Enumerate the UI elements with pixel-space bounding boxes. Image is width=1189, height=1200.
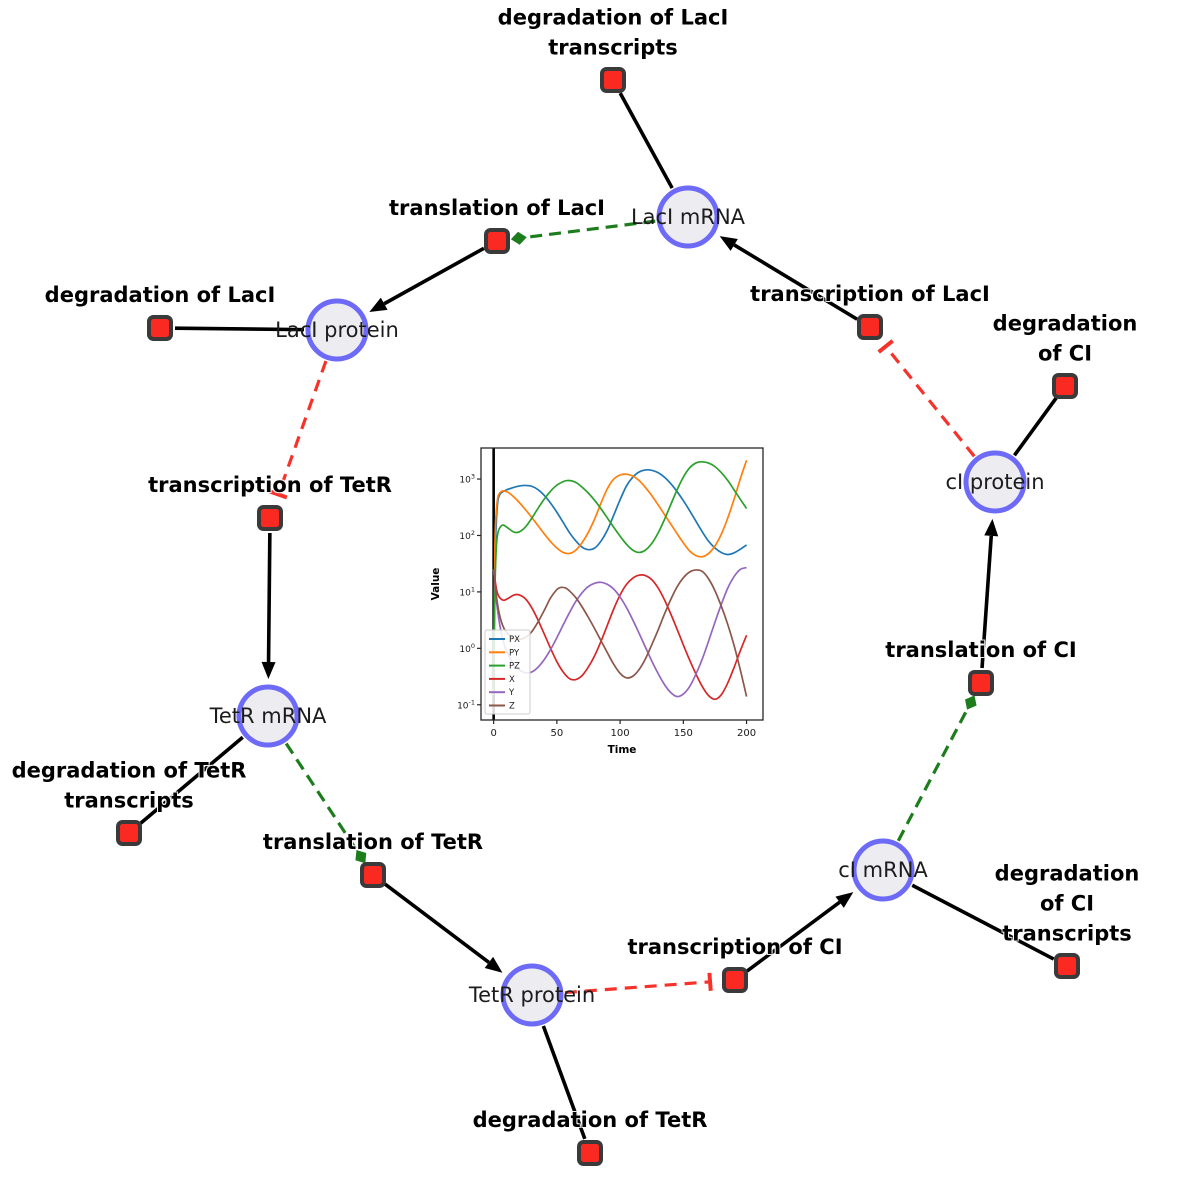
reaction-node-deg_laci_tx <box>600 67 626 93</box>
reaction-label-txn_ci: transcription of CI <box>627 935 843 960</box>
reaction-label-txn_laci: transcription of LacI <box>750 282 990 307</box>
edge-inhibition-ci_protein-txn_laci <box>877 339 976 458</box>
species-node-tetr_protein <box>500 963 564 1027</box>
y-tick-label: 100 <box>459 642 475 655</box>
edge-consumption-tetr_mrna-deg_tetr_tx <box>139 735 244 825</box>
series-line-X <box>492 569 748 701</box>
reaction-label-deg_laci: degradation of LacI <box>44 283 276 308</box>
species-label-tetr_mrna: TetR mRNA <box>209 704 327 728</box>
reaction-node-txn_tetr <box>257 505 283 531</box>
series-line-PZ <box>492 460 748 695</box>
y-tick-label: 103 <box>459 473 475 486</box>
reaction-node-deg_laci <box>147 315 173 341</box>
edge-consumption-ci_mrna-deg_ci_tx <box>911 883 1055 961</box>
x-tick-label: 0 <box>490 728 496 739</box>
reaction-node-txn_ci <box>722 967 748 993</box>
edge-production-txn_laci-laci_mrna <box>719 236 859 321</box>
species-node-ci_mrna <box>851 838 915 902</box>
diamond-arrowhead-icon <box>965 695 977 710</box>
y-tick-label: 101 <box>459 585 475 598</box>
arrowhead-icon <box>835 892 854 908</box>
arrowhead-icon <box>261 661 276 680</box>
legend-label-X: X <box>509 675 515 685</box>
series-line-Z <box>492 569 748 697</box>
species-node-laci_mrna <box>656 185 720 249</box>
tee-inhibitor-icon <box>269 489 288 500</box>
y-tick-label: 102 <box>459 529 475 542</box>
species-label-tetr_protein: TetR protein <box>468 983 596 1007</box>
arrowhead-icon <box>484 956 503 973</box>
reaction-label-transl_ci: translation of CI <box>885 638 1077 663</box>
reaction-label-deg_laci_tx: degradation of LacI transcripts <box>497 5 729 60</box>
reaction-node-transl_ci <box>968 670 994 696</box>
species-node-ci_protein <box>963 450 1027 514</box>
reaction-label-deg_tetr: degradation of TetR <box>472 1108 708 1133</box>
timeseries-plot: 0 50 100 150 200 10-1 100 101 102 103 Time Value PX P… <box>430 436 775 766</box>
diamond-arrowhead-icon <box>510 231 527 245</box>
x-tick-label: 100 <box>611 728 630 739</box>
species-label-laci_mrna: LacI mRNA <box>630 205 746 229</box>
reaction-label-deg_tetr_tx: degradation of TetR transcripts <box>11 758 247 813</box>
tee-inhibitor-icon <box>877 339 894 354</box>
edge-production-txn_ci-ci_mrna <box>745 892 854 973</box>
edge-modifier-laci_mrna-transl_laci <box>510 219 656 245</box>
reaction-label-transl_tetr: translation of TetR <box>262 830 484 855</box>
arrowhead-icon <box>719 236 738 251</box>
legend: PX PY PZ XYZ <box>484 629 531 715</box>
edge-production-transl_laci-laci_protein <box>369 246 485 313</box>
x-tick-label: 200 <box>737 728 756 739</box>
reaction-node-transl_laci <box>484 228 510 254</box>
legend-label-PX: PX <box>509 635 520 645</box>
reaction-node-deg_tetr_tx <box>116 820 142 846</box>
axes-frame <box>480 447 764 721</box>
series-line-PX <box>492 468 748 695</box>
y-axis-label: Value <box>430 568 442 601</box>
x-tick-label: 50 <box>551 728 564 739</box>
edge-inhibition-tetr_protein-txn_ci <box>564 972 713 995</box>
edge-modifier-ci_mrna-transl_ci <box>896 695 977 842</box>
y-tick-label: 10-1 <box>457 698 475 711</box>
edge-inhibition-laci_protein-txn_tetr <box>269 360 328 500</box>
x-tick-label: 150 <box>674 728 693 739</box>
series-line-PY <box>492 460 748 695</box>
edge-production-txn_tetr-tetr_mrna <box>261 532 276 680</box>
edge-consumption-ci_protein-deg_ci <box>1012 397 1058 457</box>
edge-production-transl_ci-ci_protein <box>980 518 999 669</box>
timeseries-plot-svg: 0 50 100 150 20010-1100101102103TimeValuePXP… <box>430 447 764 756</box>
reaction-node-txn_laci <box>857 314 883 340</box>
reaction-label-deg_ci: degradation of CI <box>992 311 1138 366</box>
species-label-laci_protein: LacI protein <box>275 318 399 342</box>
legend-label-Z: Z <box>509 702 515 712</box>
tee-inhibitor-icon <box>707 972 713 991</box>
reaction-node-deg_ci_tx <box>1054 953 1080 979</box>
reaction-node-transl_tetr <box>360 862 386 888</box>
x-axis-label: Time <box>608 744 637 756</box>
reaction-label-txn_tetr: transcription of TetR <box>148 473 392 498</box>
legend-label-Y: Y <box>508 688 515 698</box>
species-node-tetr_mrna <box>236 684 300 748</box>
diamond-arrowhead-icon <box>355 849 367 864</box>
species-label-ci_mrna: cI mRNA <box>838 858 928 882</box>
arrowhead-icon <box>369 297 388 313</box>
reaction-label-transl_laci: translation of LacI <box>389 196 605 221</box>
reaction-node-deg_tetr <box>577 1140 603 1166</box>
reaction-label-deg_ci_tx: degradation of CI transcripts <box>994 861 1140 946</box>
edge-consumption-laci_protein-deg_laci <box>174 326 305 332</box>
legend-label-PY: PY <box>509 648 520 658</box>
edge-production-transl_tetr-tetr_protein <box>383 882 503 973</box>
species-node-laci_protein <box>305 298 369 362</box>
edge-modifier-tetr_mrna-transl_tetr <box>284 742 367 864</box>
arrowhead-icon <box>984 518 999 537</box>
species-label-ci_protein: cI protein <box>945 470 1045 494</box>
legend-label-PZ: PZ <box>509 662 520 672</box>
reaction-node-deg_ci <box>1052 373 1078 399</box>
edge-consumption-laci_mrna-deg_laci_tx <box>618 92 674 189</box>
edge-consumption-tetr_protein-deg_tetr <box>541 1025 587 1140</box>
